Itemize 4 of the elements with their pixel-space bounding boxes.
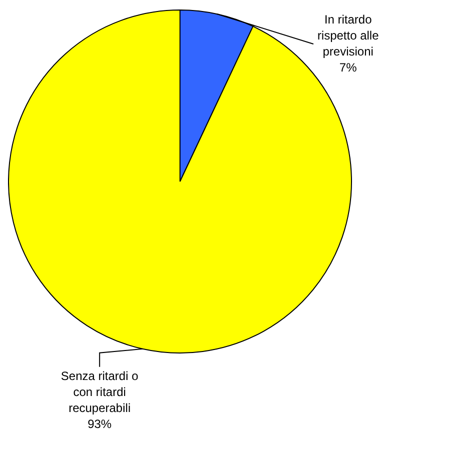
slice-label: In ritardo rispetto alle previsioni <box>317 12 380 58</box>
data-label: 7% <box>339 60 358 74</box>
slice-label: Senza ritardi o con ritardi recuperabili <box>60 369 139 416</box>
data-label: 93% <box>88 417 112 432</box>
